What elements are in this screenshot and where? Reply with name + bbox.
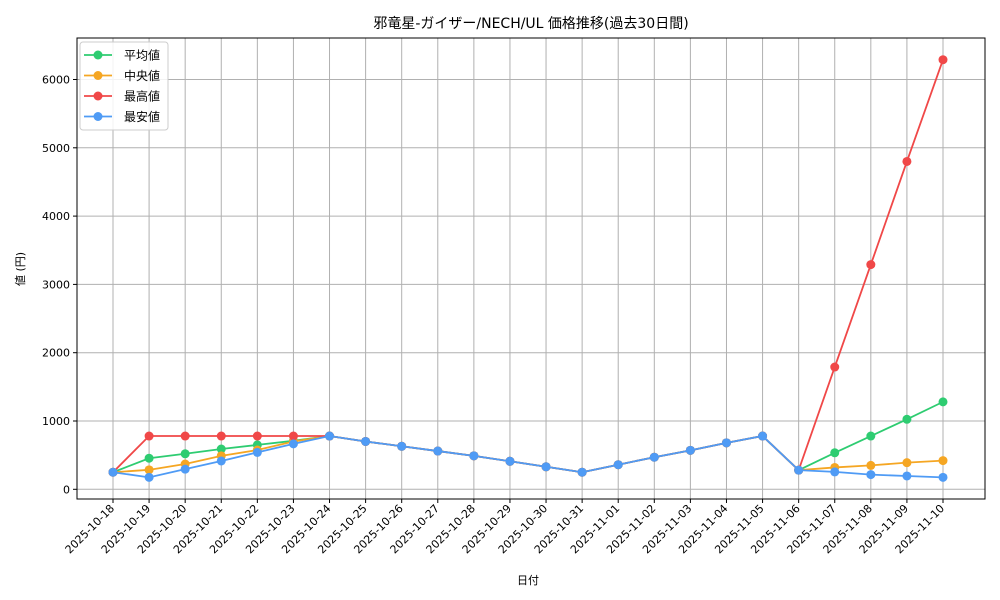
data-point <box>180 449 190 459</box>
series-2 <box>108 55 948 477</box>
data-point <box>361 436 371 446</box>
legend-label: 最安値 <box>124 109 160 124</box>
data-point <box>144 472 154 482</box>
x-axis-label: 日付 <box>517 574 539 587</box>
y-tick-label: 6000 <box>42 74 70 87</box>
y-axis-label: 値 (円) <box>14 252 27 286</box>
data-point <box>144 465 154 475</box>
data-point <box>469 451 479 461</box>
chart-title: 邪竜星-ガイザー/NECH/UL 価格推移(過去30日間) <box>373 15 688 32</box>
data-point <box>397 441 407 451</box>
x-axis-ticks: 2025-10-182025-10-192025-10-202025-10-21… <box>63 499 947 556</box>
data-point <box>685 445 695 455</box>
data-point <box>866 460 876 470</box>
series-line <box>112 59 944 474</box>
data-point <box>938 397 948 407</box>
data-point <box>180 464 190 474</box>
legend-marker <box>93 91 103 101</box>
data-point <box>721 438 731 448</box>
data-point <box>830 362 840 372</box>
y-tick-label: 5000 <box>42 142 70 155</box>
data-point <box>108 467 118 477</box>
data-point <box>216 431 226 441</box>
data-point <box>938 472 948 482</box>
legend-marker <box>93 112 103 121</box>
legend-label: 平均値 <box>124 48 160 63</box>
data-point <box>758 431 768 441</box>
series-line <box>112 435 944 474</box>
data-point <box>938 55 948 65</box>
data-point <box>541 462 551 472</box>
data-point <box>902 471 912 481</box>
data-point <box>902 458 912 468</box>
data-point <box>866 470 876 480</box>
data-point <box>288 439 298 449</box>
plot-frame <box>76 37 986 500</box>
y-tick-label: 1000 <box>42 415 70 428</box>
data-point <box>433 446 443 456</box>
legend-marker <box>93 50 103 60</box>
data-point <box>252 447 262 457</box>
grid-lines <box>77 38 985 499</box>
y-tick-label: 2000 <box>42 347 70 360</box>
y-tick-label: 3000 <box>42 278 70 291</box>
data-point <box>288 431 298 441</box>
data-point <box>830 467 840 477</box>
legend-box <box>79 41 169 131</box>
data-point <box>649 452 659 462</box>
y-tick-label: 0 <box>63 483 70 496</box>
data-point <box>902 414 912 424</box>
series-1 <box>108 431 948 477</box>
series-line <box>112 435 944 479</box>
data-point <box>325 431 335 441</box>
legend-label: 最高値 <box>124 89 160 104</box>
data-point <box>180 431 190 441</box>
legend-label: 中央値 <box>124 68 160 83</box>
data-point <box>577 467 587 477</box>
legend-marker <box>93 71 103 80</box>
series-3 <box>108 431 948 482</box>
y-tick-label: 4000 <box>42 210 70 223</box>
data-point <box>794 465 804 475</box>
data-point <box>505 456 515 466</box>
data-point <box>866 260 876 270</box>
data-point <box>216 456 226 466</box>
data-point <box>216 444 226 454</box>
data-point <box>866 431 876 441</box>
data-point <box>144 453 154 463</box>
data-point <box>613 460 623 470</box>
data-point <box>938 456 948 466</box>
data-point <box>252 431 262 441</box>
y-axis-ticks: 0 1000 2000 3000 4000 5000 6000 <box>42 74 77 496</box>
data-point <box>144 431 154 441</box>
data-point <box>830 448 840 458</box>
data-point <box>902 156 912 166</box>
series-lines <box>108 55 948 482</box>
